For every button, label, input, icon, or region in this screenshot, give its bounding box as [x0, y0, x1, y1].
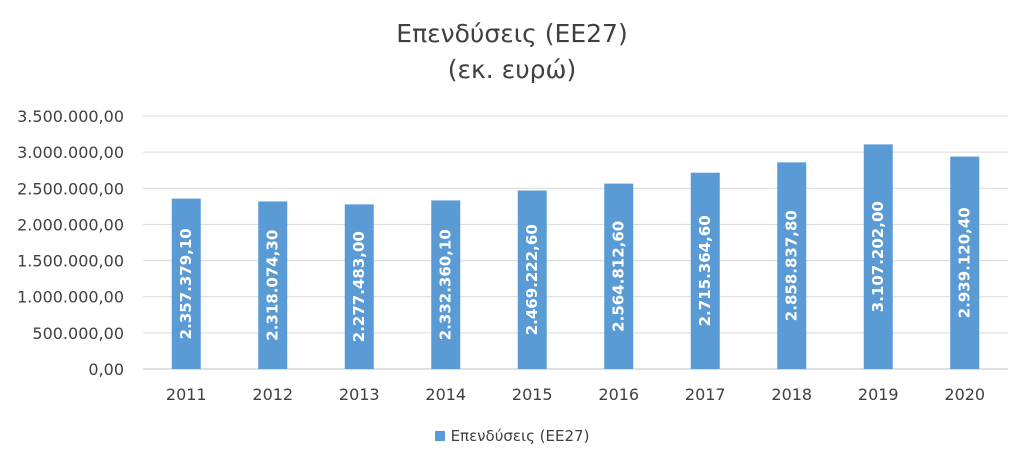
data-label: 2.318.074,30 [264, 230, 282, 341]
y-tick-label: 2.500.000,00 [17, 179, 124, 198]
data-label: 2.469.222,60 [523, 224, 541, 335]
legend-swatch [434, 431, 445, 441]
bar [604, 183, 634, 369]
bar [950, 156, 980, 369]
legend-label: Επενδύσεις (ΕΕ27) [450, 427, 590, 445]
chart-title: Επενδύσεις (ΕΕ27) [396, 19, 628, 48]
y-tick-label: 3.500.000,00 [17, 107, 124, 126]
bar [863, 144, 893, 369]
y-tick-label: 3.000.000,00 [17, 143, 124, 162]
data-label: 2.858.837,80 [783, 210, 801, 321]
y-tick-label: 0,00 [88, 360, 124, 379]
x-tick-label: 2014 [425, 385, 466, 404]
bar [777, 162, 807, 369]
x-tick-label: 2019 [858, 385, 899, 404]
y-tick-label: 2.000.000,00 [17, 215, 124, 234]
bar [344, 204, 374, 369]
x-tick-label: 2011 [166, 385, 207, 404]
bar [171, 198, 201, 369]
x-tick-label: 2012 [252, 385, 293, 404]
data-label: 2.715.364,60 [696, 215, 714, 326]
x-tick-label: 2017 [685, 385, 726, 404]
x-tick-label: 2018 [771, 385, 812, 404]
data-label: 3.107.202,00 [869, 201, 887, 312]
x-tick-label: 2013 [339, 385, 380, 404]
x-tick-label: 2015 [512, 385, 553, 404]
bar [258, 201, 288, 369]
data-label: 2.564.812,60 [610, 221, 628, 332]
legend: Επενδύσεις (ΕΕ27) [0, 427, 1024, 445]
x-tick-label: 2020 [944, 385, 985, 404]
bar [517, 190, 547, 369]
data-label: 2.939.120,40 [956, 207, 974, 318]
bar [690, 172, 720, 369]
bar [431, 200, 461, 369]
y-tick-label: 1.500.000,00 [17, 252, 124, 271]
data-label: 2.332.360,10 [437, 229, 455, 340]
chart-subtitle: (εκ. ευρώ) [447, 55, 577, 84]
y-tick-label: 500.000,00 [32, 324, 124, 343]
x-tick-label: 2016 [598, 385, 639, 404]
data-label: 2.357.379,10 [177, 228, 195, 339]
y-tick-label: 1.000.000,00 [17, 288, 124, 307]
data-label: 2.277.483,00 [350, 231, 368, 342]
